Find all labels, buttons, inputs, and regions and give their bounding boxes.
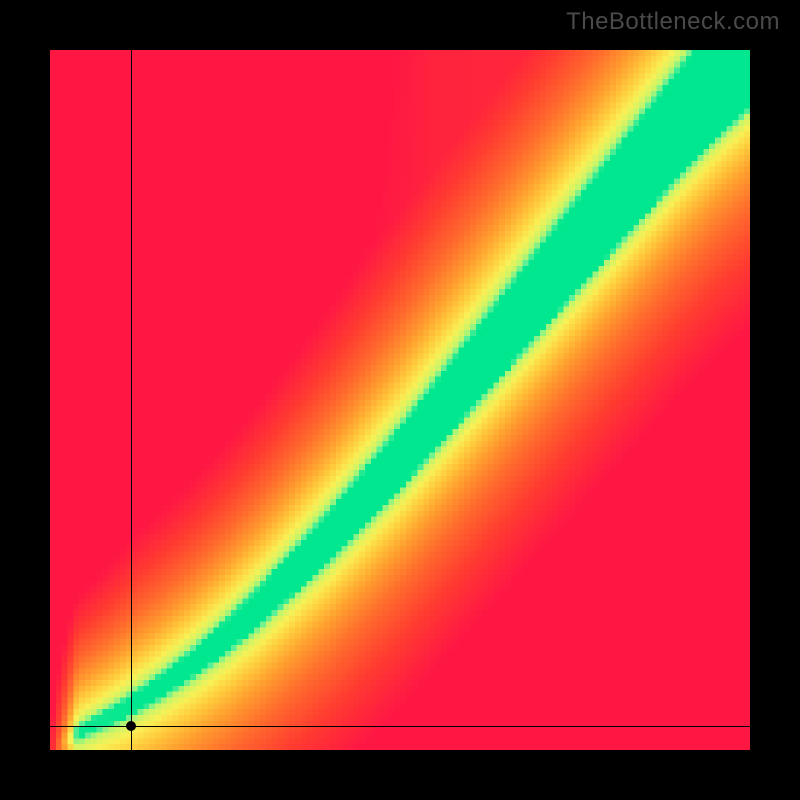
heatmap-canvas [50,50,750,750]
crosshair-horizontal [50,726,750,727]
marker-dot [126,721,136,731]
watermark: TheBottleneck.com [566,8,780,36]
plot-area [50,50,750,750]
crosshair-vertical [131,50,132,750]
